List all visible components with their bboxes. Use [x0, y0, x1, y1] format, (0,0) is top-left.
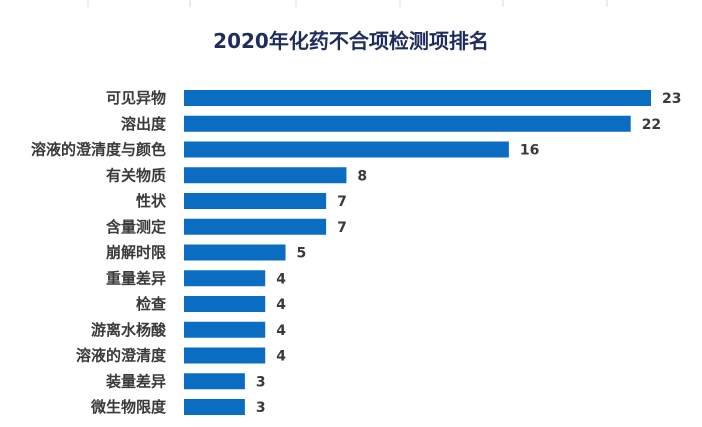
data-label: 23 — [662, 91, 681, 107]
category-label: 溶出度 — [121, 115, 167, 133]
bar — [184, 296, 266, 312]
category-label: 检查 — [136, 295, 167, 313]
bar — [184, 167, 347, 184]
category-labels: 可见异物溶出度溶液的澄清度与颜色有关物质性状含量测定崩解时限重量差异检查游离水杨… — [31, 89, 167, 416]
bar — [184, 270, 266, 287]
category-label: 可见异物 — [106, 89, 166, 107]
bar — [184, 193, 327, 209]
data-label: 5 — [297, 246, 307, 262]
data-label: 4 — [276, 323, 286, 339]
data-label: 8 — [357, 168, 367, 184]
bar — [184, 141, 509, 158]
category-label: 含量测定 — [106, 218, 166, 236]
category-label: 性状 — [136, 192, 167, 210]
data-label: 16 — [520, 143, 539, 159]
category-label: 装量差异 — [105, 372, 166, 390]
data-label: 4 — [276, 297, 286, 313]
data-label: 3 — [256, 374, 266, 390]
category-label: 有关物质 — [106, 166, 166, 184]
data-label: 3 — [256, 400, 266, 416]
category-label: 崩解时限 — [106, 244, 166, 262]
bar — [184, 244, 286, 261]
category-label: 微生物限度 — [90, 398, 167, 416]
gridlines — [87, 0, 608, 7]
bar — [184, 347, 266, 364]
bar — [184, 321, 266, 338]
bar — [184, 90, 651, 106]
bar — [184, 399, 245, 415]
data-label: 22 — [642, 117, 661, 133]
bar — [184, 373, 245, 390]
bar — [184, 218, 327, 235]
category-label: 重量差异 — [106, 269, 166, 287]
data-label: 7 — [337, 194, 347, 210]
data-label: 4 — [276, 349, 286, 365]
data-label: 7 — [337, 220, 347, 236]
bars-group — [184, 90, 651, 415]
category-label: 溶液的澄清度 — [76, 347, 167, 365]
category-label: 溶液的澄清度与颜色 — [31, 141, 166, 159]
bar — [184, 115, 631, 132]
chart-title: 2020年化药不合项检测项排名 — [213, 29, 489, 53]
data-label: 4 — [276, 271, 286, 287]
category-label: 游离水杨酸 — [91, 321, 167, 339]
